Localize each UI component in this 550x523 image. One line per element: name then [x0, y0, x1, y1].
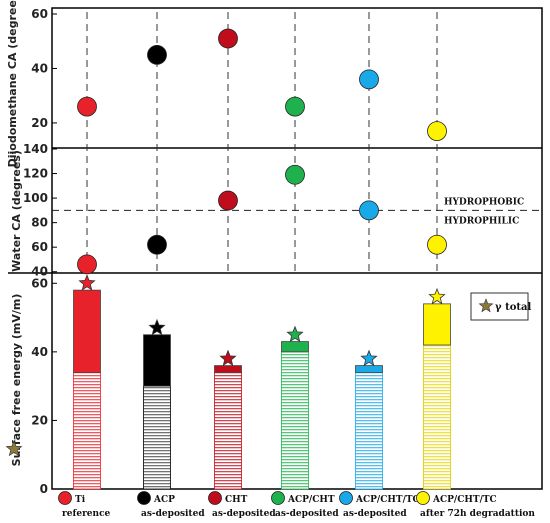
- legend-swatch: [271, 491, 285, 505]
- legend-swatch: [137, 491, 151, 505]
- bar-dispersive-component: [214, 365, 242, 373]
- legend-label-line1: ACP/CHT: [287, 495, 335, 505]
- legend-label-line1: Ti: [75, 495, 86, 505]
- y-tick-label: 20: [31, 116, 48, 130]
- bar-dispersive-component: [423, 303, 451, 346]
- star-legend-icon: [478, 298, 494, 313]
- y-tick-label: 40: [31, 265, 48, 279]
- diiodomethane-point: [77, 96, 97, 117]
- y-axis-label: Water CA (degrees): [10, 150, 23, 272]
- bar-dispersive-component: [355, 365, 383, 373]
- diiodomethane-point: [359, 69, 379, 90]
- y-tick-label: 0: [40, 482, 48, 496]
- bar-polar-component: [214, 372, 242, 490]
- y-tick-label: 20: [31, 413, 48, 427]
- legend-label-line2: reference: [62, 509, 111, 519]
- legend-label-line2: after 72h degradattion: [420, 509, 535, 519]
- legend-label-line2: as-deposited: [343, 509, 407, 519]
- side-star-icon: [5, 440, 23, 457]
- star-legend-box: [470, 292, 529, 321]
- y-tick-label: 60: [31, 7, 48, 21]
- y-tick-label: 60: [31, 276, 48, 290]
- diiodomethane-point: [147, 44, 167, 65]
- y-tick-label: 80: [31, 216, 48, 230]
- bar-polar-component: [281, 351, 309, 490]
- legend-swatch: [416, 491, 430, 505]
- y-tick-label: 40: [31, 345, 48, 359]
- total-energy-star: [360, 349, 378, 367]
- total-energy-star: [286, 325, 304, 343]
- total-energy-star: [148, 318, 166, 336]
- legend-label-line2: as-deposited: [141, 509, 205, 519]
- legend-label-line1: ACP/CHT/TC: [355, 495, 420, 505]
- legend-label-line2: as-deposited: [212, 509, 276, 519]
- legend-label-line1: CHT: [225, 495, 248, 505]
- total-energy-star: [219, 349, 237, 367]
- legend-label-line2: as-deposited: [275, 509, 339, 519]
- bar-polar-component: [423, 344, 451, 490]
- legend-label-line1: ACP: [153, 495, 175, 505]
- hydrophilic-label: HYDROPHILIC: [444, 216, 519, 226]
- y-axis-label: Surface free energy (mV/m): [10, 294, 23, 467]
- bar-polar-component: [355, 372, 383, 490]
- diiodomethane-point: [427, 121, 447, 142]
- water-ca-point: [359, 200, 379, 221]
- y-tick-label: 60: [31, 240, 48, 254]
- y-tick-label: 100: [23, 191, 48, 205]
- total-energy-star: [78, 274, 96, 291]
- y-tick-label: 120: [23, 167, 48, 181]
- bar-dispersive-component: [281, 341, 309, 353]
- water-ca-point: [218, 190, 238, 211]
- legend-swatch: [208, 491, 222, 505]
- y-tick-label: 140: [23, 142, 48, 156]
- bar-polar-component: [143, 385, 171, 490]
- water-ca-point: [427, 234, 447, 255]
- y-tick-label: 40: [31, 61, 48, 75]
- bar-dispersive-component: [73, 289, 101, 373]
- total-energy-star: [428, 287, 446, 305]
- y-axis-label: Diiodomethane CA (degrees): [6, 0, 19, 167]
- diiodomethane-point: [218, 28, 238, 49]
- water-ca-point: [147, 234, 167, 255]
- legend-swatch: [339, 491, 353, 505]
- legend-swatch: [58, 491, 72, 505]
- bar-polar-component: [73, 372, 101, 490]
- star-legend-label: γ total: [495, 302, 531, 313]
- legend-label-line1: ACP/CHT/TC: [432, 495, 497, 505]
- water-ca-point: [77, 254, 97, 275]
- water-ca-point: [285, 164, 305, 185]
- hydrophobic-label: HYDROPHOBIC: [444, 197, 524, 207]
- diiodomethane-point: [285, 96, 305, 117]
- bar-dispersive-component: [143, 334, 171, 387]
